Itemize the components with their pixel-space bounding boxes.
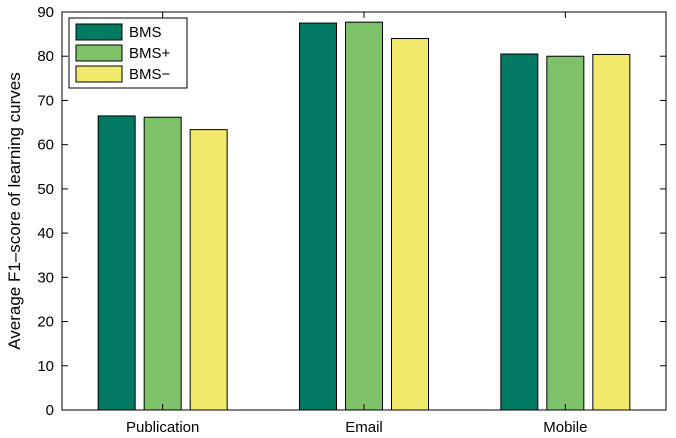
legend-label: BMS: [129, 24, 162, 41]
legend-swatch: [76, 24, 122, 40]
y-axis-label: Average F1–score of learning curves: [5, 72, 24, 350]
y-tick-label: 30: [37, 269, 54, 286]
legend-swatch: [76, 45, 122, 61]
x-tick-label: Mobile: [543, 419, 587, 436]
bar-bms-mobile: [547, 56, 584, 410]
x-tick-label: Publication: [126, 419, 199, 436]
legend-label: BMS+: [129, 45, 171, 62]
y-tick-label: 50: [37, 181, 54, 198]
y-tick-label: 60: [37, 137, 54, 154]
legend: BMS BMS+ BMS−: [69, 18, 187, 88]
bar-bms-mobile: [593, 54, 630, 410]
bar-bms-publication: [98, 116, 135, 410]
bar-bms-email: [346, 22, 383, 410]
legend-label: BMS−: [129, 66, 171, 83]
x-tick-label: Email: [345, 419, 383, 436]
bar-bms-email: [300, 23, 337, 410]
y-tick-label: 20: [37, 314, 54, 331]
bar-bms-publication: [190, 130, 227, 410]
y-tick-label: 80: [37, 48, 54, 65]
y-tick-label: 40: [37, 225, 54, 242]
y-tick-label: 10: [37, 358, 54, 375]
bar-bms-mobile: [501, 54, 538, 410]
legend-swatch: [76, 66, 122, 82]
bar-bms-email: [392, 39, 429, 410]
y-tick-label: 0: [46, 402, 54, 419]
bar-bms-publication: [144, 117, 181, 410]
y-tick-label: 70: [37, 92, 54, 109]
y-tick-label: 90: [37, 4, 54, 21]
